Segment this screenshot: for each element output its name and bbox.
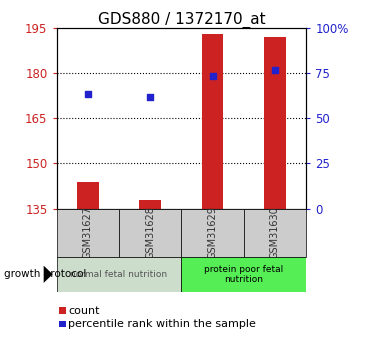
Text: count: count <box>68 306 100 315</box>
Bar <box>264 37 286 209</box>
Text: GSM31627: GSM31627 <box>83 206 93 259</box>
Text: GSM31628: GSM31628 <box>145 206 155 259</box>
FancyBboxPatch shape <box>181 257 306 292</box>
Point <box>209 73 216 79</box>
Bar <box>202 33 223 209</box>
Bar <box>77 181 99 209</box>
FancyBboxPatch shape <box>181 209 244 257</box>
Text: growth protocol: growth protocol <box>4 269 86 279</box>
FancyBboxPatch shape <box>57 257 181 292</box>
Bar <box>139 200 161 209</box>
Text: normal fetal nutrition: normal fetal nutrition <box>70 270 168 279</box>
FancyBboxPatch shape <box>244 209 306 257</box>
Text: GSM31630: GSM31630 <box>270 207 280 259</box>
Text: GSM31629: GSM31629 <box>207 206 218 259</box>
Title: GDS880 / 1372170_at: GDS880 / 1372170_at <box>98 11 265 28</box>
Text: protein poor fetal
nutrition: protein poor fetal nutrition <box>204 265 284 284</box>
FancyBboxPatch shape <box>57 209 119 257</box>
Point <box>147 94 153 100</box>
Point <box>85 91 91 97</box>
FancyBboxPatch shape <box>119 209 181 257</box>
Text: percentile rank within the sample: percentile rank within the sample <box>68 319 256 329</box>
Point <box>272 67 278 72</box>
